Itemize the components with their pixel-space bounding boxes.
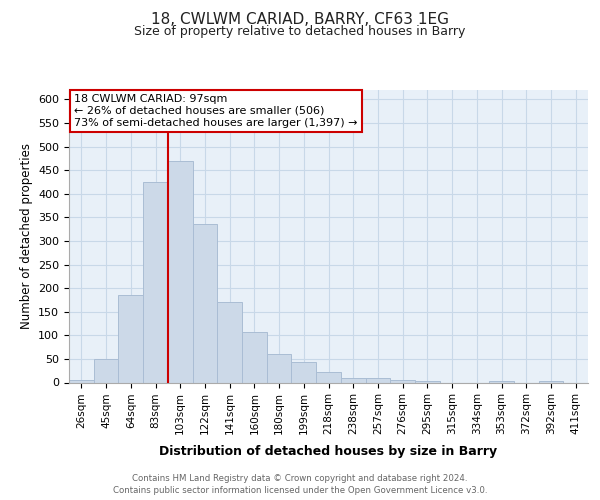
Text: 18, CWLWM CARIAD, BARRY, CF63 1EG: 18, CWLWM CARIAD, BARRY, CF63 1EG <box>151 12 449 28</box>
Text: Contains HM Land Registry data © Crown copyright and database right 2024.
Contai: Contains HM Land Registry data © Crown c… <box>113 474 487 495</box>
Bar <box>193 224 217 382</box>
Bar <box>365 378 390 382</box>
Bar <box>94 359 118 382</box>
Y-axis label: Number of detached properties: Number of detached properties <box>20 143 32 329</box>
Bar <box>292 362 316 382</box>
X-axis label: Distribution of detached houses by size in Barry: Distribution of detached houses by size … <box>160 446 497 458</box>
Bar <box>242 332 267 382</box>
Bar <box>316 372 341 382</box>
Bar <box>539 381 563 382</box>
Bar <box>267 354 292 382</box>
Text: Size of property relative to detached houses in Barry: Size of property relative to detached ho… <box>134 25 466 38</box>
Bar <box>415 381 440 382</box>
Bar <box>69 380 94 382</box>
Bar <box>168 161 193 382</box>
Bar <box>341 378 365 382</box>
Bar <box>143 182 168 382</box>
Bar <box>390 380 415 382</box>
Bar <box>489 381 514 382</box>
Bar <box>217 302 242 382</box>
Bar <box>118 295 143 382</box>
Text: 18 CWLWM CARIAD: 97sqm
← 26% of detached houses are smaller (506)
73% of semi-de: 18 CWLWM CARIAD: 97sqm ← 26% of detached… <box>74 94 358 128</box>
